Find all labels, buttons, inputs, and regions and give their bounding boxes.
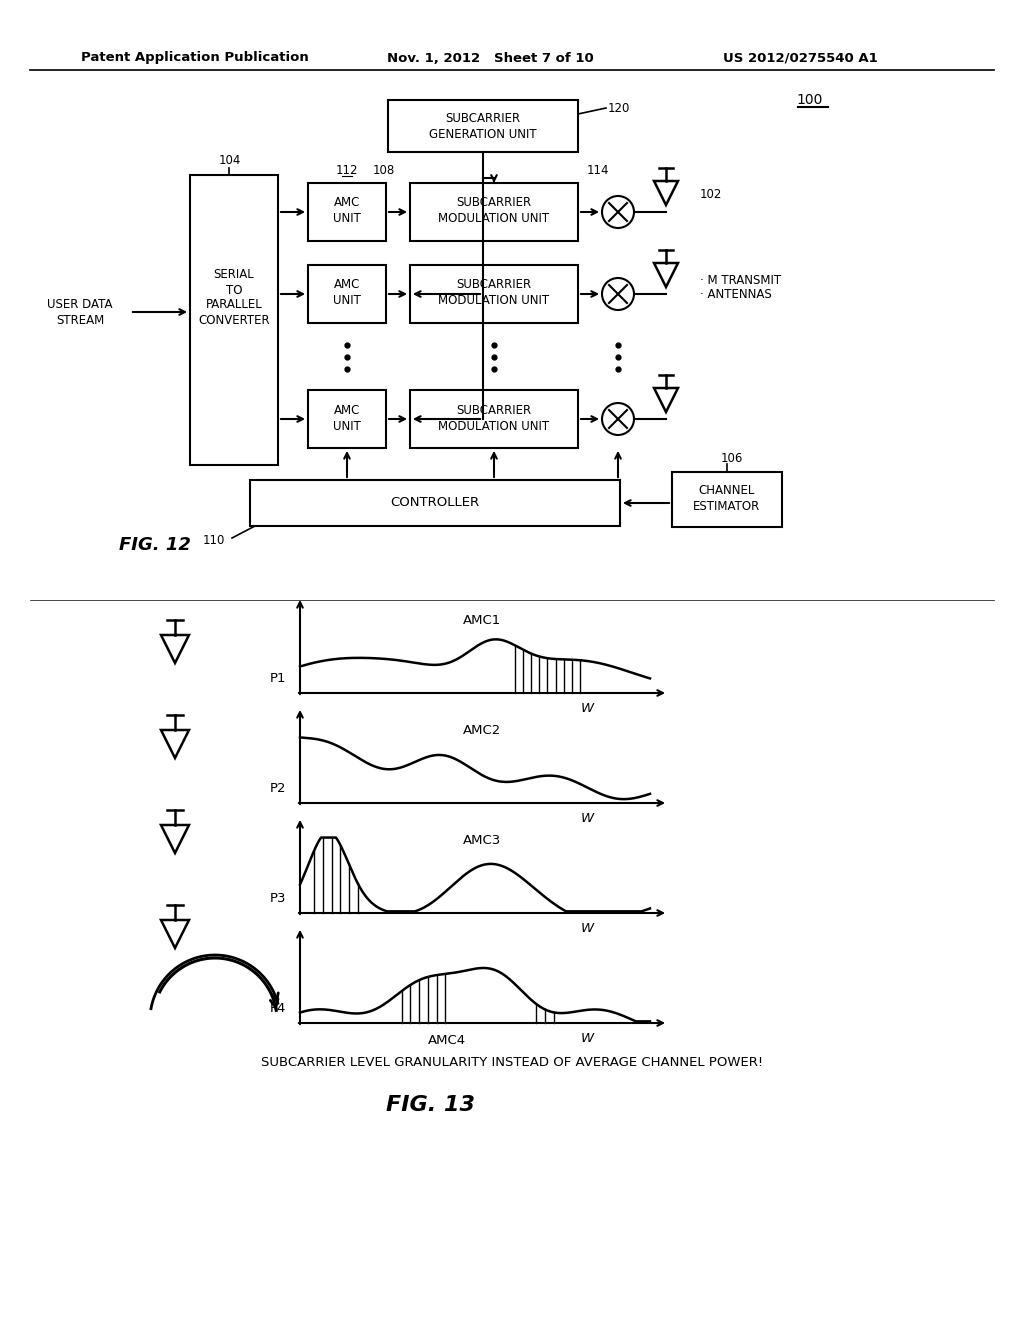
Text: 112: 112 (336, 164, 358, 177)
Bar (250, 480, 620, 525)
Text: AMC: AMC (334, 279, 360, 292)
Text: P3: P3 (269, 892, 287, 906)
Text: Patent Application Publication: Patent Application Publication (81, 51, 309, 65)
Text: P4: P4 (269, 1002, 286, 1015)
Text: W: W (581, 702, 594, 715)
Text: SUBCARRIER: SUBCARRIER (445, 111, 520, 124)
Bar (410, 265, 578, 323)
Text: CONTROLLER: CONTROLLER (390, 496, 479, 510)
Text: GENERATION UNIT: GENERATION UNIT (429, 128, 537, 140)
Text: UNIT: UNIT (333, 213, 360, 226)
Text: W: W (581, 923, 594, 936)
Text: 104: 104 (219, 153, 242, 166)
Text: W: W (581, 813, 594, 825)
Text: SUBCARRIER: SUBCARRIER (457, 197, 531, 210)
Bar (308, 265, 386, 323)
Text: PARALLEL: PARALLEL (206, 298, 262, 312)
Text: AMC2: AMC2 (463, 725, 501, 738)
Text: SUBCARRIER LEVEL GRANULARITY INSTEAD OF AVERAGE CHANNEL POWER!: SUBCARRIER LEVEL GRANULARITY INSTEAD OF … (261, 1056, 763, 1069)
Text: AMC4: AMC4 (428, 1035, 466, 1048)
Text: CHANNEL: CHANNEL (698, 484, 755, 498)
Text: 110: 110 (203, 533, 225, 546)
Bar (672, 473, 782, 527)
Text: · ANTENNAS: · ANTENNAS (700, 289, 772, 301)
Text: MODULATION UNIT: MODULATION UNIT (438, 420, 550, 433)
Text: 102: 102 (700, 189, 722, 202)
Text: USER DATA: USER DATA (47, 298, 113, 312)
Bar (308, 183, 386, 242)
Text: 108: 108 (373, 164, 395, 177)
Text: US 2012/0275540 A1: US 2012/0275540 A1 (723, 51, 878, 65)
Text: FIG. 12: FIG. 12 (119, 536, 190, 554)
Text: 106: 106 (721, 451, 743, 465)
Text: ESTIMATOR: ESTIMATOR (693, 500, 761, 513)
Text: AMC1: AMC1 (463, 615, 501, 627)
Text: UNIT: UNIT (333, 420, 360, 433)
Text: TO: TO (225, 284, 243, 297)
Text: UNIT: UNIT (333, 294, 360, 308)
Text: P2: P2 (269, 783, 287, 796)
Text: Nov. 1, 2012   Sheet 7 of 10: Nov. 1, 2012 Sheet 7 of 10 (387, 51, 593, 65)
Text: W: W (581, 1032, 594, 1045)
Text: MODULATION UNIT: MODULATION UNIT (438, 294, 550, 308)
Text: 114: 114 (587, 164, 609, 177)
Text: SUBCARRIER: SUBCARRIER (457, 404, 531, 417)
Bar (308, 389, 386, 447)
Text: AMC: AMC (334, 404, 360, 417)
Text: AMC: AMC (334, 197, 360, 210)
Bar (410, 183, 578, 242)
Text: 120: 120 (608, 102, 631, 115)
Text: P1: P1 (269, 672, 287, 685)
Text: STREAM: STREAM (56, 314, 104, 326)
Text: 100: 100 (797, 92, 823, 107)
Text: · M TRANSMIT: · M TRANSMIT (700, 273, 781, 286)
Bar (388, 100, 578, 152)
Text: SUBCARRIER: SUBCARRIER (457, 279, 531, 292)
Text: SERIAL: SERIAL (214, 268, 254, 281)
Text: AMC3: AMC3 (463, 834, 501, 847)
Text: MODULATION UNIT: MODULATION UNIT (438, 213, 550, 226)
Text: CONVERTER: CONVERTER (199, 314, 269, 326)
Bar (190, 176, 278, 465)
Text: FIG. 13: FIG. 13 (385, 1096, 474, 1115)
Bar (410, 389, 578, 447)
